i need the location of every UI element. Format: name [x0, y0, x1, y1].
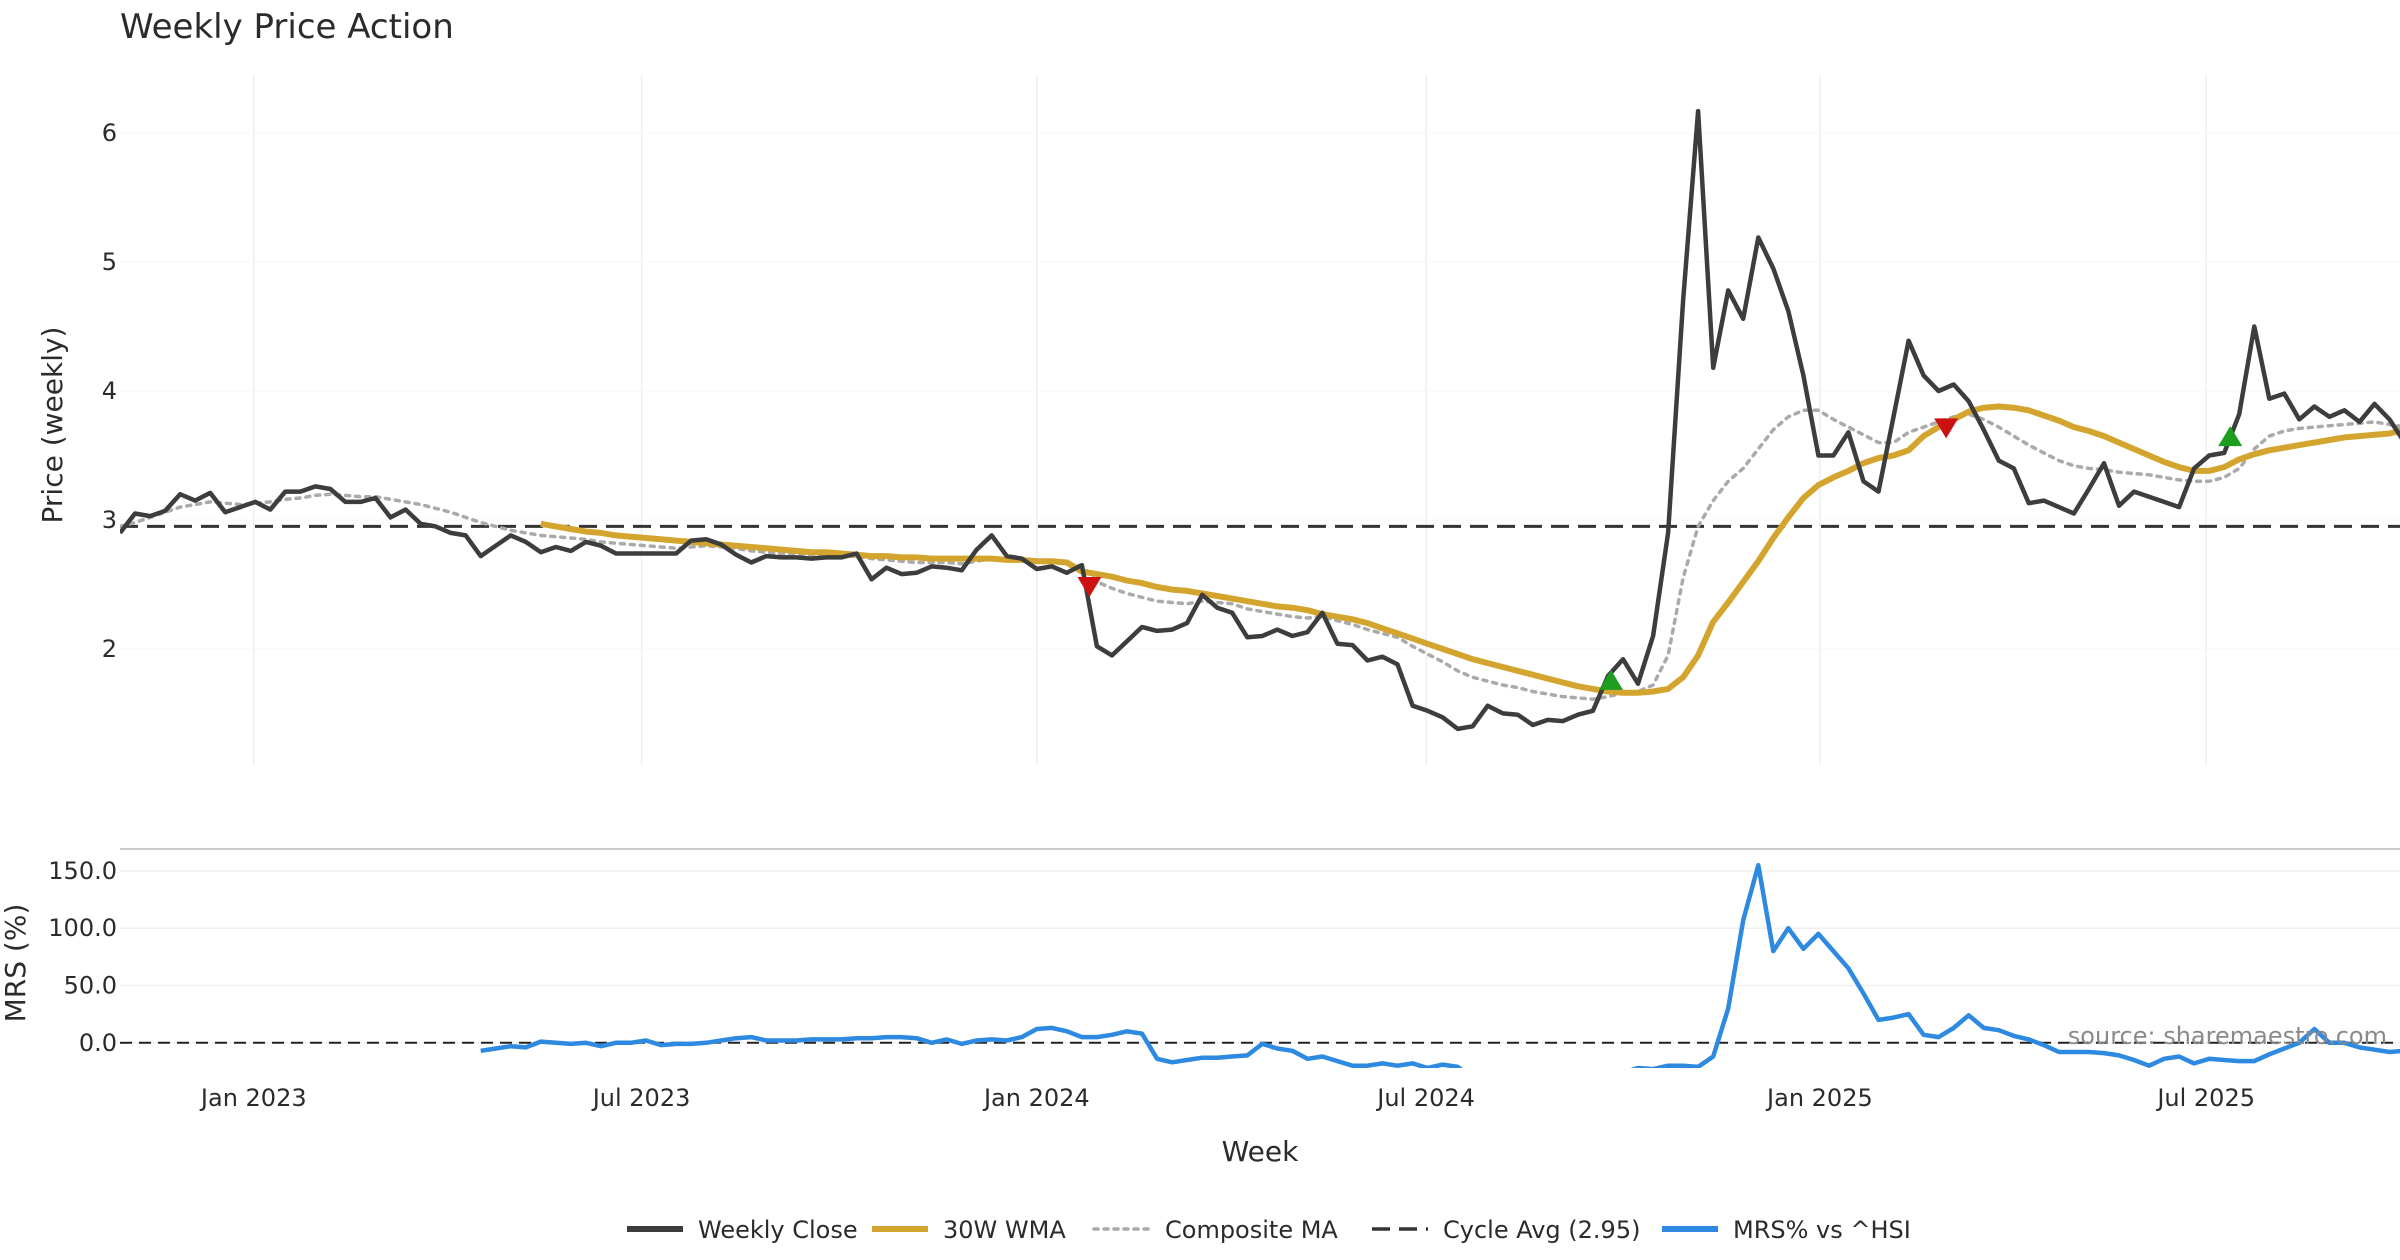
source-watermark: source: sharemaestro.com — [2068, 1022, 2387, 1050]
legend-label: MRS% vs ^HSI — [1733, 1216, 1911, 1244]
mrs-tick-label: 0.0 — [79, 1029, 117, 1057]
x-axis-label: Week — [1222, 1135, 1299, 1168]
x-tick-label: Jan 2023 — [199, 1084, 307, 1112]
buy-signal-marker — [2218, 426, 2243, 447]
mrs-tick-label: 50.0 — [64, 972, 117, 1000]
legend-label: Composite MA — [1165, 1216, 1338, 1244]
composite-ma-line — [120, 408, 2400, 701]
x-tick-label: Jan 2024 — [982, 1084, 1090, 1112]
mrs-series — [120, 862, 2400, 1068]
mrs-y-ticks: 0.0 50.0 100.0 150.0 — [48, 857, 117, 1057]
x-tick-label: Jul 2023 — [591, 1084, 691, 1112]
y-tick-label: 4 — [102, 377, 117, 405]
x-axis-ticks: Jan 2023 Jul 2023 Jan 2024 Jul 2024 Jan 2025… — [199, 1084, 2255, 1112]
mrs-axis-label: MRS (%) — [0, 904, 32, 1023]
legend-label: 30W WMA — [943, 1216, 1066, 1244]
chart-title: Weekly Price Action — [120, 7, 454, 47]
wma-30w-line — [540, 403, 2400, 696]
sell-signal-marker — [1077, 577, 1102, 598]
price-grid — [120, 75, 2400, 765]
mrs-grid — [120, 870, 2400, 1044]
chart-legend: Weekly Close 30W WMA Composite MA Cycle Avg… — [627, 1216, 1911, 1244]
price-series — [120, 108, 2400, 732]
x-tick-label: Jan 2025 — [1765, 1084, 1873, 1112]
price-y-ticks: 2 3 4 5 6 — [102, 119, 117, 663]
y-tick-label: 5 — [102, 248, 117, 276]
y-tick-label: 2 — [102, 635, 117, 663]
legend-label: Weekly Close — [698, 1216, 858, 1244]
x-tick-label: Jul 2025 — [2155, 1084, 2255, 1112]
mrs-tick-label: 100.0 — [48, 914, 117, 942]
sell-signal-marker — [1934, 418, 1959, 439]
x-tick-label: Jul 2024 — [1375, 1084, 1475, 1112]
mrs-tick-label: 150.0 — [48, 857, 117, 885]
legend-label: Cycle Avg (2.95) — [1443, 1216, 1640, 1244]
weekly-close-line — [120, 108, 2400, 732]
buy-signal-marker — [1598, 669, 1623, 690]
y-axis-label: Price (weekly) — [36, 327, 69, 524]
y-tick-label: 6 — [102, 119, 117, 147]
mrs-line — [480, 862, 2400, 1068]
y-tick-label: 3 — [102, 506, 117, 534]
